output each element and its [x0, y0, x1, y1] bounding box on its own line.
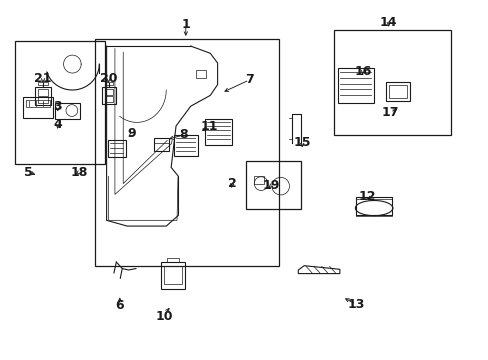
Text: 8: 8 [179, 129, 187, 141]
Text: 13: 13 [346, 298, 364, 311]
Text: 10: 10 [155, 310, 172, 323]
Text: 2: 2 [227, 177, 236, 190]
Text: 1: 1 [181, 18, 190, 31]
Text: 11: 11 [200, 120, 218, 133]
Bar [23, 97, 53, 118]
Text: 15: 15 [293, 136, 310, 149]
Bar [26, 100, 50, 107]
Bar [333, 30, 450, 135]
Bar [35, 87, 51, 105]
Bar [15, 41, 105, 164]
Bar [107, 140, 126, 157]
Bar [164, 266, 182, 284]
Bar [254, 176, 264, 184]
Bar [173, 135, 198, 156]
Text: 6: 6 [115, 299, 124, 312]
Bar [38, 89, 48, 96]
Text: 12: 12 [358, 190, 376, 203]
Bar [38, 97, 48, 103]
Text: 17: 17 [381, 106, 398, 119]
Text: 4: 4 [53, 118, 62, 131]
Bar [205, 119, 232, 145]
Text: 16: 16 [353, 65, 371, 78]
Bar [161, 262, 184, 289]
Text: 18: 18 [70, 166, 88, 179]
Bar [104, 96, 113, 102]
Bar [95, 39, 278, 266]
Text: 5: 5 [24, 166, 33, 179]
Text: 14: 14 [379, 16, 397, 29]
Text: 7: 7 [244, 73, 253, 86]
Text: 3: 3 [53, 100, 62, 113]
Text: 9: 9 [127, 127, 136, 140]
Bar [104, 82, 113, 85]
Bar [386, 82, 409, 101]
Bar [102, 87, 116, 104]
Bar [246, 161, 301, 209]
Bar [355, 197, 391, 215]
Text: 21: 21 [34, 72, 52, 85]
Bar [388, 85, 406, 98]
Bar [355, 199, 391, 216]
Bar [154, 138, 168, 151]
Text: 19: 19 [262, 179, 280, 192]
Bar [195, 70, 206, 78]
Bar [38, 82, 48, 85]
Bar [55, 103, 80, 119]
Text: 20: 20 [100, 72, 117, 85]
Bar [338, 68, 373, 103]
Bar [104, 89, 113, 95]
